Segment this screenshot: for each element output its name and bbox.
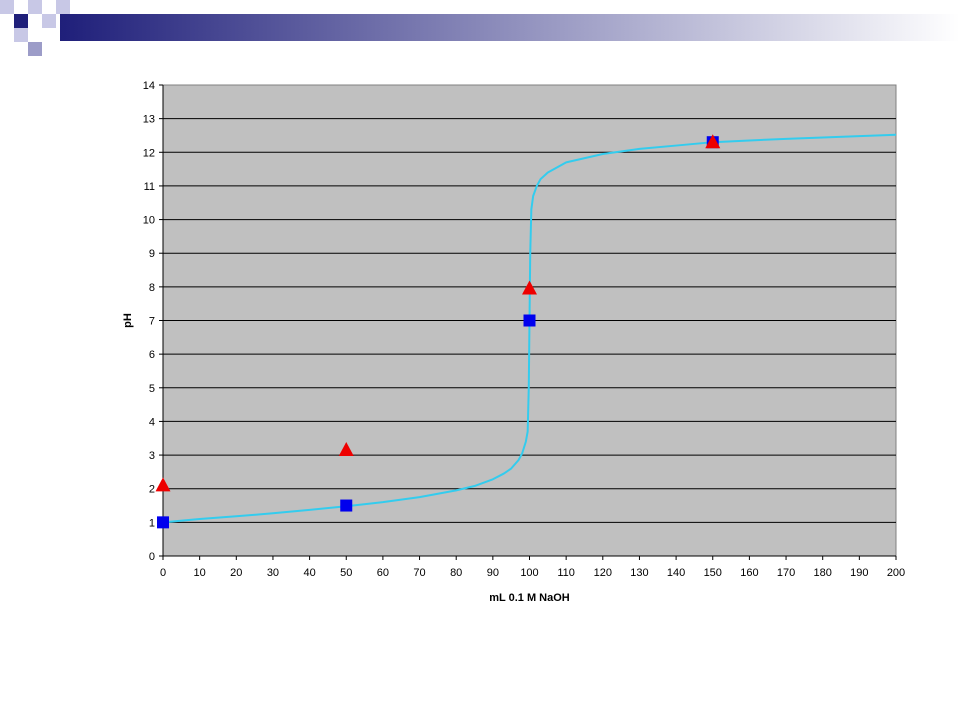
x-tick-label: 150 [704,567,722,579]
x-tick-label: 140 [667,567,685,579]
y-tick-label: 9 [149,248,155,260]
y-tick-label: 2 [149,484,155,496]
header-square-light-5 [28,42,42,56]
y-tick-label: 4 [149,416,155,428]
y-tick-label: 3 [149,450,155,462]
x-tick-label: 30 [267,567,279,579]
x-tick-label: 90 [487,567,499,579]
header-square-light-3 [14,28,28,42]
y-tick-label: 5 [149,383,155,395]
x-tick-label: 10 [194,567,206,579]
x-tick-label: 40 [303,567,315,579]
triangle-marker-point [155,477,171,492]
x-tick-label: 120 [594,567,612,579]
x-tick-label: 110 [557,567,575,579]
header-square-light-6 [56,0,70,14]
header-square-dark [14,14,28,28]
header-square-light-1 [0,0,14,14]
x-tick-label: 0 [160,567,166,579]
x-axis-title: mL 0.1 M NaOH [489,592,570,604]
square-marker-point [157,516,169,529]
x-tick-label: 160 [740,567,758,579]
x-tick-label: 100 [520,567,538,579]
x-tick-label: 180 [814,567,832,579]
y-tick-label: 8 [149,282,155,294]
x-tick-label: 200 [887,567,905,579]
x-tick-label: 60 [377,567,389,579]
x-tick-label: 130 [630,567,648,579]
x-tick-label: 70 [413,567,425,579]
y-tick-label: 7 [149,316,155,328]
x-tick-label: 170 [777,567,795,579]
x-tick-label: 190 [850,567,868,579]
square-marker-point [340,499,353,512]
x-tick-label: 50 [340,567,352,579]
triangle-marker-point [338,442,354,457]
header-square-light-4 [42,14,56,28]
header-gradient-bar [60,14,960,41]
x-tick-label: 80 [450,567,462,579]
header-square-light-2 [28,0,42,14]
y-tick-label: 1 [149,517,155,529]
y-axis-title: pH [122,313,134,328]
square-marker-point [523,314,536,327]
triangle-marker-point [705,134,721,149]
slide-header-decoration [0,0,960,56]
triangle-marker-point [522,280,537,295]
y-tick-label: 10 [143,215,155,227]
y-tick-label: 13 [143,114,155,126]
x-tick-label: 20 [230,567,242,579]
y-tick-label: 6 [149,349,155,361]
y-tick-label: 11 [144,181,155,193]
y-tick-label: 14 [143,80,155,92]
y-tick-label: 0 [149,551,155,563]
titration-curve-line [162,133,897,524]
data-series [155,133,897,529]
y-tick-label: 12 [143,147,155,159]
